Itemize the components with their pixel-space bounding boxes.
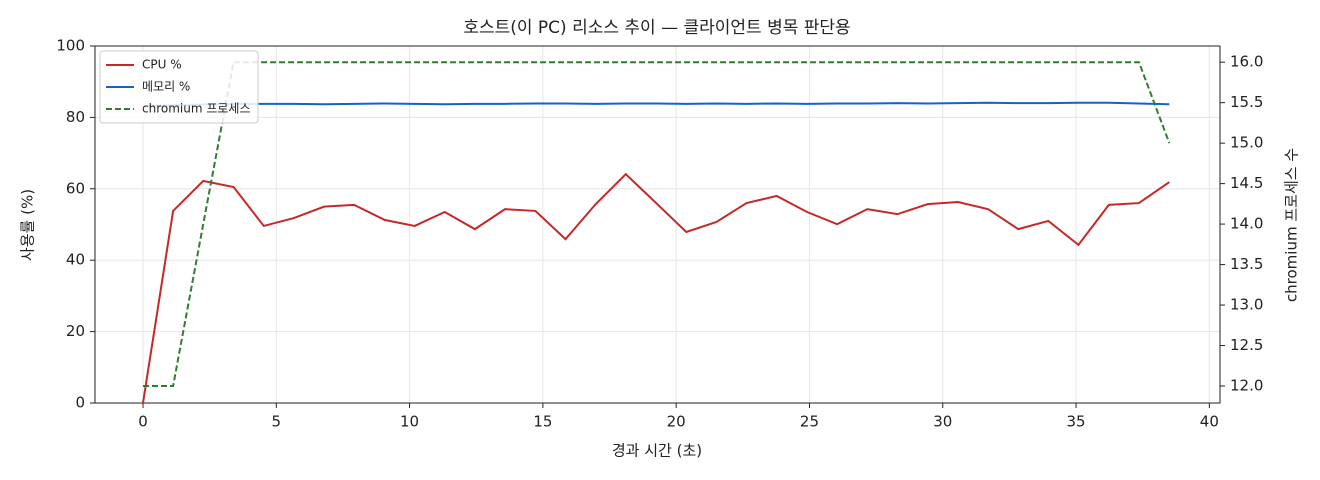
data-line <box>142 61 1171 387</box>
x-tick-label: 25 <box>800 413 819 431</box>
y2-tick-label: 14.5 <box>1230 174 1263 192</box>
x-tick-label: 0 <box>138 413 148 431</box>
x-tick-label: 30 <box>933 413 952 431</box>
data-line <box>142 101 1170 107</box>
y2-tick-label: 16.0 <box>1230 53 1263 71</box>
y2-tick-label: 13.5 <box>1230 255 1263 273</box>
x-tick-label: 15 <box>533 413 552 431</box>
legend-box <box>99 50 259 124</box>
legend-label: CPU % <box>142 58 182 72</box>
y-tick-label: 0 <box>75 394 85 412</box>
plot-frame <box>94 45 1221 404</box>
y2-tick-label: 14.0 <box>1230 215 1263 233</box>
y2-tick-label: 13.0 <box>1230 296 1263 314</box>
x-axis-label: 경과 시간 (초) <box>612 442 702 460</box>
y-axis-label: 사용률 (%) <box>19 189 37 261</box>
y2-axis-label: chromium 프로세스 수 <box>1283 148 1301 302</box>
legend-label: chromium 프로세스 <box>142 102 251 116</box>
x-tick-label: 40 <box>1200 413 1219 431</box>
x-tick-label: 35 <box>1066 413 1085 431</box>
x-tick-label: 10 <box>400 413 419 431</box>
y-tick-label: 100 <box>56 37 85 55</box>
y2-tick-label: 15.0 <box>1230 134 1263 152</box>
x-tick-label: 5 <box>272 413 282 431</box>
y-tick-label: 20 <box>66 322 85 340</box>
legend-label: 메모리 % <box>142 80 190 94</box>
legend: CPU % 메모리 % chromium 프로세스 <box>99 50 259 124</box>
y2-tick-label: 12.0 <box>1230 377 1263 395</box>
y-tick-label: 80 <box>66 108 85 126</box>
y-tick-label: 60 <box>66 179 85 197</box>
x-tick-label: 20 <box>667 413 686 431</box>
y2-tick-label: 12.5 <box>1230 336 1263 354</box>
chart-title: 호스트(이 PC) 리소스 추이 — 클라이언트 병목 판단용 <box>463 18 850 38</box>
y2-tick-label: 15.5 <box>1230 93 1263 111</box>
y-tick-label: 40 <box>66 251 85 269</box>
data-line <box>141 172 1170 404</box>
